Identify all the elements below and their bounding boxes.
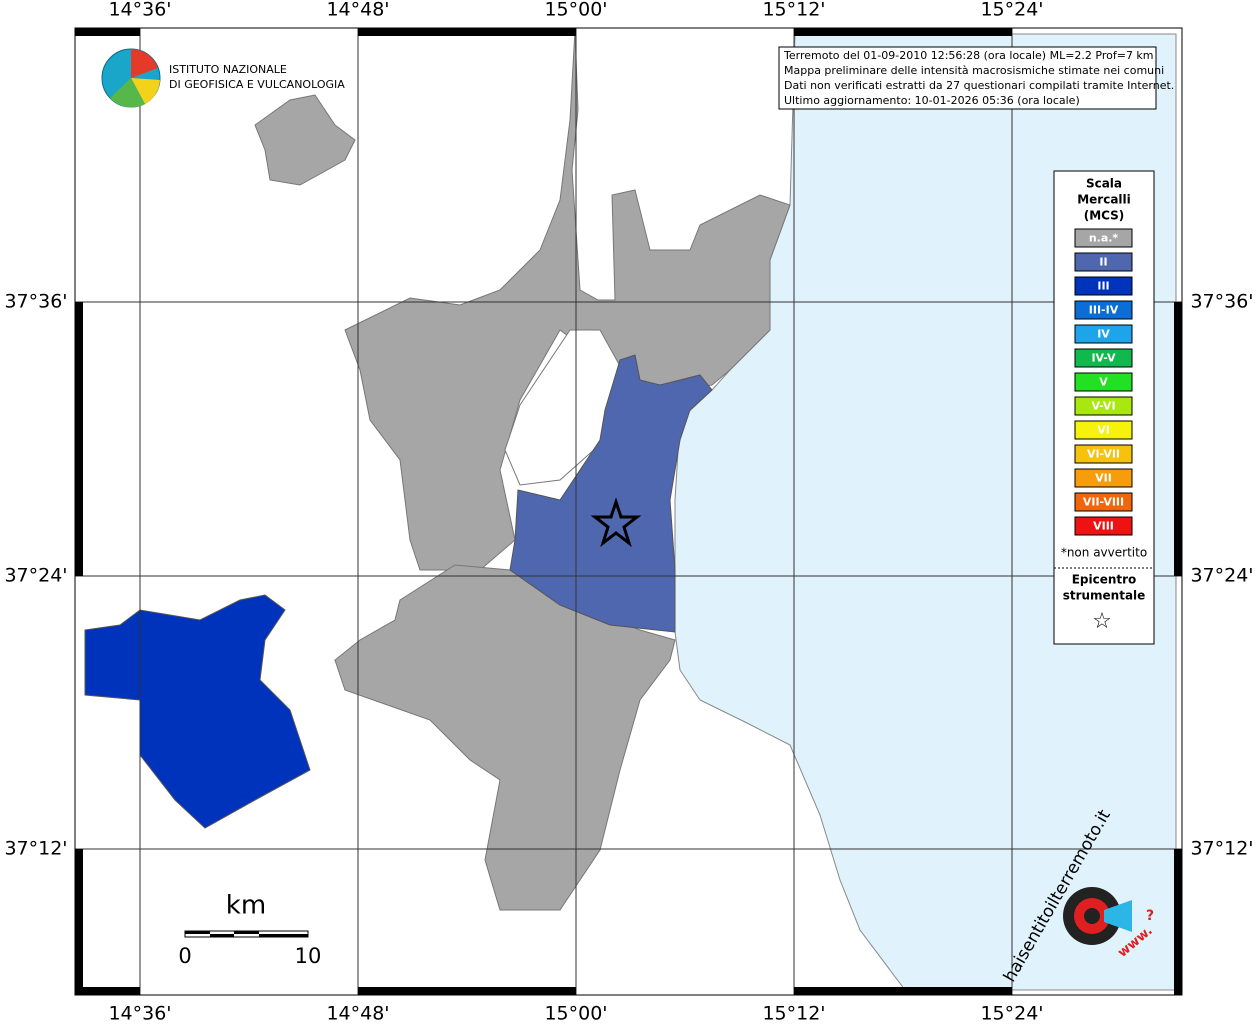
ingv-globe	[110, 78, 145, 108]
info-line: Mappa preliminare delle intensità macros…	[784, 64, 1164, 77]
scale-bar	[234, 931, 259, 934]
scale-unit: km	[226, 891, 266, 921]
lat-label: 37°12'	[4, 838, 67, 860]
lon-label: 15°00'	[544, 0, 607, 21]
legend-label: VII	[1095, 472, 1112, 485]
info-line: Terremoto del 01-09-2010 12:56:28 (ora l…	[783, 49, 1154, 62]
legend-swatch	[1074, 324, 1133, 344]
lat-label: 37°12'	[1190, 838, 1253, 860]
lon-label: 14°48'	[326, 0, 389, 21]
frame-bar	[1174, 849, 1182, 995]
legend-label: n.a.*	[1089, 232, 1119, 245]
lat-label: 37°24'	[4, 565, 67, 587]
lon-label: 15°12'	[762, 0, 825, 21]
lat-label: 37°24'	[1190, 565, 1253, 587]
legend-swatch	[1074, 252, 1133, 272]
frame-bar	[358, 28, 576, 36]
scale-start: 0	[178, 944, 191, 968]
institute-line: ISTITUTO NAZIONALE	[169, 63, 287, 76]
legend-epicenter: Epicentro	[1072, 573, 1137, 587]
scale-bar	[210, 934, 234, 937]
ingv-globe	[131, 78, 160, 104]
frame-ticks	[75, 28, 1182, 995]
info-line: Dati non verificati estratti da 27 quest…	[784, 79, 1174, 92]
legend-swatch	[1074, 444, 1133, 464]
epicenter-star	[590, 497, 642, 548]
frame-bar	[75, 849, 83, 995]
lat-label: 37°36'	[4, 291, 67, 313]
lon-label: 14°36'	[108, 1003, 171, 1024]
lon-label: 15°00'	[544, 1003, 607, 1024]
legend-swatch	[1074, 276, 1133, 296]
frame-bar	[358, 987, 576, 995]
legend-label: III	[1097, 280, 1109, 293]
region-na	[344, 29, 791, 571]
legend-label: IV-V	[1091, 352, 1116, 365]
legend-swatch	[1074, 420, 1133, 440]
legend-title: (MCS)	[1084, 209, 1125, 223]
institute-line: DI GEOFISICA E VULCANOLOGIA	[169, 78, 345, 91]
legend-swatch	[1074, 396, 1133, 416]
legend-label: VIII	[1093, 520, 1114, 533]
coordinate-labels: 14°36' 14°36' 14°48' 14°48' 15°00' 15°00' 15°1…	[4, 0, 1253, 1024]
legend-title: Mercalli	[1077, 193, 1131, 207]
legend-label: VII-VIII	[1083, 496, 1124, 509]
region-ii	[509, 354, 713, 633]
legend-swatch	[1074, 348, 1133, 368]
site-logo	[1104, 900, 1132, 932]
site-logo	[1084, 908, 1100, 924]
legend-title: Scala	[1086, 177, 1122, 191]
legend-star: ☆	[1092, 609, 1112, 634]
frame-bar	[794, 987, 1012, 995]
legend-swatch	[1074, 516, 1133, 536]
info-box	[778, 46, 1157, 110]
legend-swatch	[1074, 372, 1133, 392]
frame-bar	[75, 987, 140, 995]
legend-label: II	[1099, 256, 1107, 269]
lon-label: 15°24'	[980, 0, 1043, 21]
grid	[75, 28, 1182, 995]
region-na	[254, 94, 356, 186]
site-logo-mark: ?	[1146, 908, 1154, 924]
lon-label: 14°48'	[326, 1003, 389, 1024]
legend-label: VI	[1097, 424, 1110, 437]
legend-swatch	[1074, 228, 1133, 248]
legend-swatch	[1074, 492, 1133, 512]
frame-bar	[75, 28, 140, 36]
scale-bar	[283, 934, 308, 937]
legend-label: III-IV	[1089, 304, 1119, 317]
frame-bar	[1174, 302, 1182, 576]
legend-note: *non avvertito	[1061, 546, 1147, 560]
frame-bar	[794, 28, 1012, 36]
lon-label: 14°36'	[108, 0, 171, 21]
ingv-globe	[131, 49, 158, 78]
legend-label: VI-VII	[1087, 448, 1120, 461]
scale-bar	[185, 931, 210, 934]
legend-swatch	[1074, 468, 1133, 488]
scale-end: 10	[295, 944, 322, 968]
legend-swatch	[1074, 300, 1133, 320]
lon-label: 15°12'	[762, 1003, 825, 1024]
frame-bar	[75, 302, 83, 576]
scale-bar	[259, 934, 283, 937]
legend-epicenter: strumentale	[1063, 589, 1146, 603]
legend-label: IV	[1097, 328, 1110, 341]
lon-label: 15°24'	[980, 1003, 1043, 1024]
legend-label: V-VI	[1091, 400, 1115, 413]
lat-label: 37°36'	[1190, 291, 1253, 313]
info-line: Ultimo aggiornamento: 10-01-2026 05:36 (…	[784, 94, 1080, 107]
legend-label: V	[1099, 376, 1108, 389]
